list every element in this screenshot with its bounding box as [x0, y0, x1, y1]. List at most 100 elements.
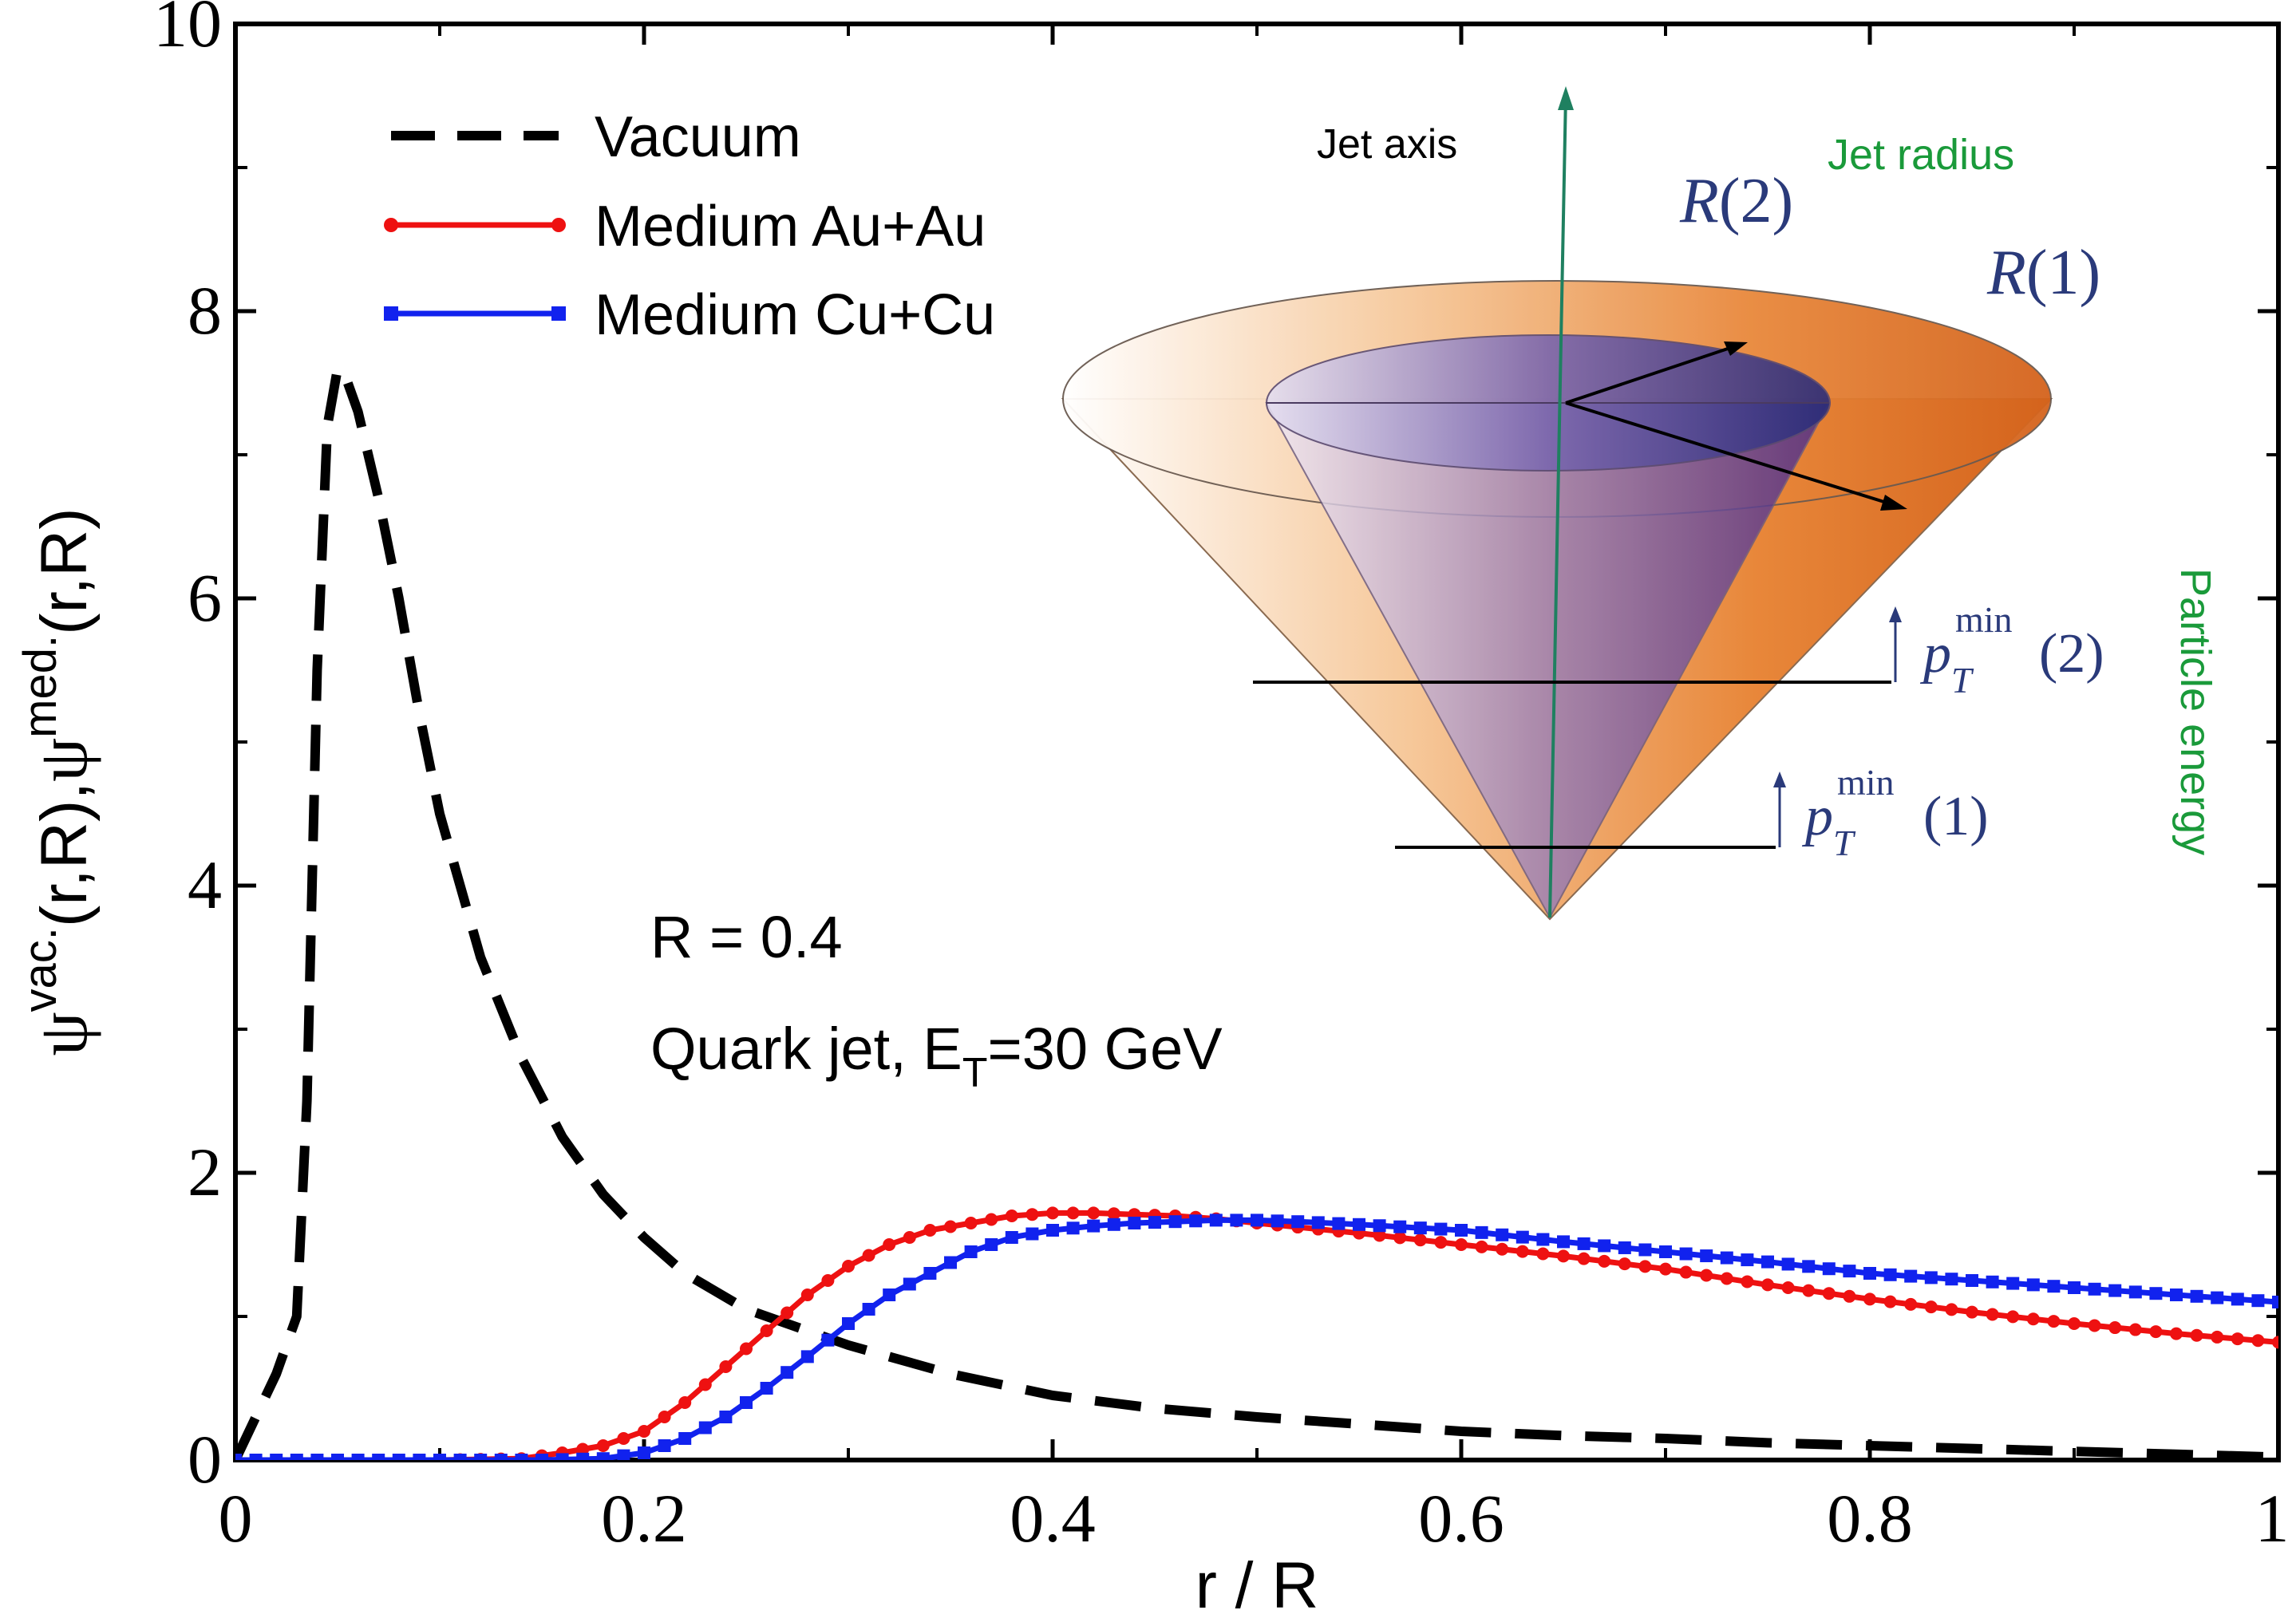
series-marker-cucu	[2068, 1281, 2081, 1294]
x-tick-label: 0.2	[601, 1480, 687, 1557]
legend-auau-label: Medium Au+Au	[595, 195, 986, 258]
series-marker-cucu	[1025, 1227, 1039, 1241]
series-marker-cucu	[249, 1454, 263, 1460]
series-marker-auau	[1393, 1231, 1407, 1245]
legend-cucu-marker-left	[384, 306, 398, 321]
series-marker-cucu	[2170, 1288, 2183, 1301]
series-marker-cucu	[944, 1256, 957, 1269]
series-marker-cucu	[2088, 1282, 2101, 1296]
series-marker-cucu	[351, 1454, 365, 1460]
r2-label: R(2)	[1679, 166, 1793, 236]
x-tick-label: 0.8	[1827, 1480, 1913, 1557]
series-marker-cucu	[1720, 1251, 1733, 1265]
series-marker-cucu	[1496, 1228, 1509, 1241]
series-marker-cucu	[1863, 1267, 1876, 1280]
r1-symbol: R	[1986, 238, 2026, 308]
series-marker-cucu	[2108, 1284, 2122, 1297]
series-marker-auau	[2190, 1328, 2203, 1342]
series-marker-auau	[1761, 1278, 1774, 1292]
series-marker-auau	[658, 1411, 671, 1423]
series-marker-cucu	[740, 1396, 753, 1409]
legend-auau-marker-left	[384, 218, 398, 232]
series-marker-auau	[1066, 1206, 1080, 1220]
series-marker-auau	[1087, 1206, 1101, 1220]
series-marker-cucu	[1413, 1221, 1427, 1235]
series-marker-cucu	[2231, 1292, 2244, 1306]
series-marker-auau	[2047, 1315, 2061, 1328]
series-marker-cucu	[1291, 1215, 1305, 1229]
series-marker-cucu	[719, 1411, 733, 1423]
series-marker-cucu	[515, 1454, 528, 1460]
series-marker-auau	[1496, 1242, 1509, 1256]
y-tick-label: 0	[188, 1421, 222, 1498]
series-marker-cucu	[474, 1454, 488, 1460]
series-marker-cucu	[800, 1350, 814, 1363]
series-marker-auau	[678, 1396, 692, 1409]
series-marker-cucu	[2026, 1278, 2040, 1292]
series-marker-cucu	[1802, 1260, 1816, 1273]
r-annotation: R = 0.4	[650, 904, 843, 970]
y-tick-label: 6	[188, 559, 222, 636]
pt1-label: p min T (1)	[1801, 762, 1989, 863]
legend-cucu-label: Medium Cu+Cu	[595, 283, 995, 347]
series-marker-cucu	[903, 1277, 916, 1291]
series-marker-auau	[944, 1220, 957, 1233]
radius-arrowhead-1	[1880, 495, 1907, 511]
particle-energy-label: Particle energy	[2172, 568, 2219, 855]
series-marker-cucu	[1148, 1216, 1161, 1229]
jet-axis-label: Jet axis	[1317, 121, 1457, 168]
series-marker-cucu	[1251, 1214, 1263, 1227]
series-marker-cucu	[1189, 1214, 1203, 1228]
series-marker-auau	[1536, 1247, 1550, 1261]
series-marker-auau	[1638, 1260, 1652, 1273]
series-marker-cucu	[494, 1454, 508, 1460]
series-marker-cucu	[372, 1454, 385, 1460]
series-marker-cucu	[1761, 1255, 1774, 1269]
series-marker-auau	[1822, 1287, 1836, 1300]
series-marker-cucu	[290, 1454, 303, 1460]
series-marker-auau	[760, 1324, 773, 1337]
y-title-psi-2: ψ	[25, 738, 102, 782]
series-marker-cucu	[780, 1366, 794, 1379]
series-marker-auau	[2251, 1334, 2265, 1348]
series-marker-cucu	[1638, 1243, 1652, 1257]
legend-cucu-marker-right	[551, 306, 566, 321]
series-marker-cucu	[1700, 1249, 1713, 1263]
series-marker-auau	[596, 1439, 610, 1452]
series-marker-cucu	[235, 1454, 242, 1460]
series-marker-auau	[1720, 1272, 1733, 1285]
series-marker-auau	[1516, 1245, 1529, 1258]
y-axis-title: ψvac.(r,R),ψmed.(r,R)	[14, 507, 102, 1056]
series-marker-cucu	[1986, 1275, 1999, 1288]
series-marker-auau	[1659, 1262, 1672, 1276]
series-marker-auau	[698, 1378, 712, 1391]
series-marker-cucu	[555, 1453, 569, 1460]
series-layer	[235, 364, 2278, 1460]
radius-arrow-2	[1565, 343, 1741, 404]
series-marker-auau	[1945, 1303, 1958, 1316]
series-marker-cucu	[1087, 1219, 1101, 1233]
series-marker-cucu	[1168, 1215, 1182, 1229]
y-tick-label: 4	[188, 846, 222, 923]
series-marker-cucu	[638, 1446, 650, 1459]
series-marker-auau	[1883, 1295, 1897, 1308]
pt2-min: min	[1955, 599, 2013, 640]
series-marker-auau	[862, 1249, 875, 1262]
y-title-psi-1: ψ	[25, 1012, 102, 1056]
series-marker-cucu	[1843, 1265, 1856, 1278]
series-marker-cucu	[535, 1454, 548, 1460]
series-marker-auau	[1843, 1289, 1856, 1303]
series-marker-auau	[740, 1342, 753, 1356]
x-tick-label: 0	[219, 1480, 253, 1557]
series-marker-cucu	[1434, 1222, 1448, 1236]
series-marker-auau	[2170, 1327, 2183, 1340]
series-marker-auau	[1557, 1249, 1570, 1263]
series-marker-auau	[1107, 1207, 1120, 1221]
series-marker-cucu	[596, 1452, 610, 1460]
series-line-cucu	[235, 1217, 2278, 1460]
series-marker-cucu	[1883, 1268, 1897, 1281]
legend-vacuum-label: Vacuum	[595, 105, 801, 169]
plot-frame	[233, 22, 2281, 1462]
